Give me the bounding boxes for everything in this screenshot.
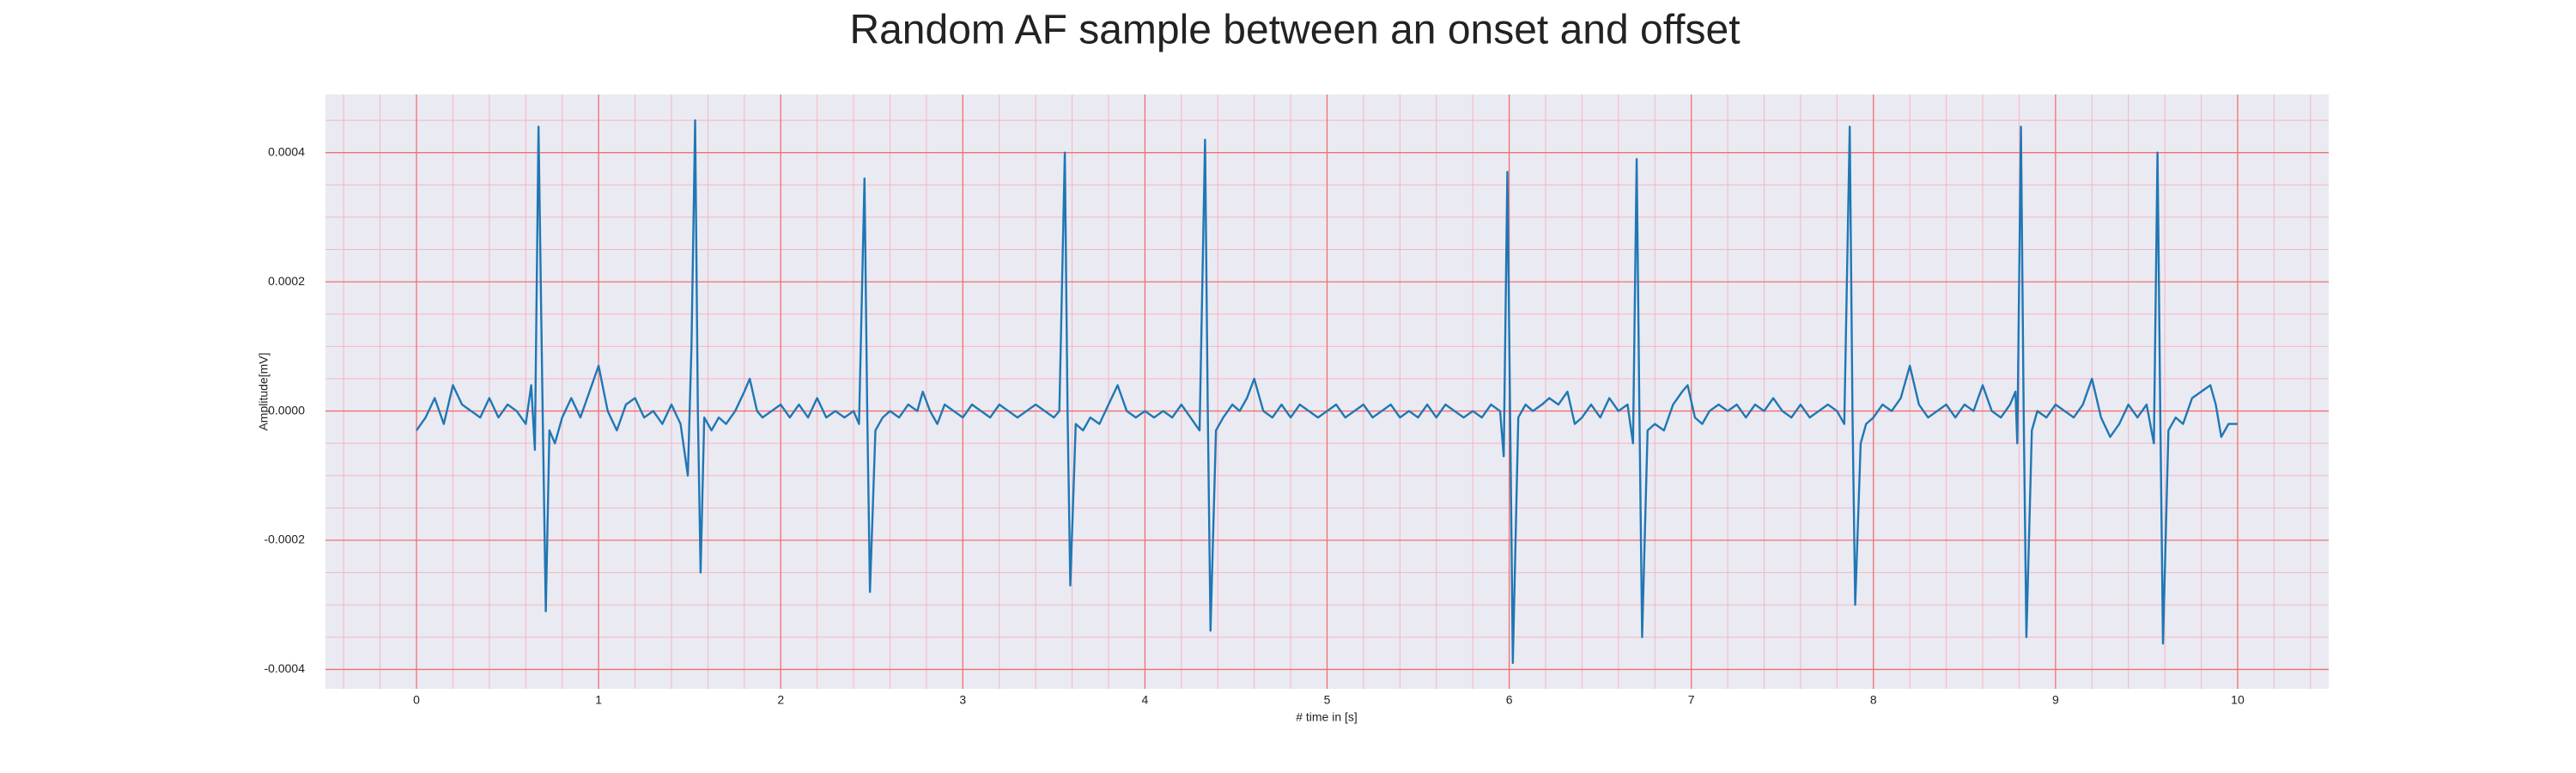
y-tick-label: -0.0002 <box>264 533 306 546</box>
x-tick-label: 1 <box>595 693 602 707</box>
y-tick-label: 0.0002 <box>268 274 305 288</box>
y-tick-label: -0.0004 <box>264 661 306 675</box>
y-tick-label: 0.0000 <box>268 403 305 417</box>
y-tick-label: 0.0004 <box>268 144 305 158</box>
y-axis-label: Amplitude[mV] <box>257 352 270 430</box>
x-tick-label: 10 <box>2231 693 2245 707</box>
x-axis-label: # time in [s] <box>1296 710 1358 724</box>
plot-area <box>416 119 2238 665</box>
x-tick-label: 6 <box>1506 693 1513 707</box>
chart-title: Random AF sample between an onset and of… <box>849 8 1740 53</box>
x-tick-label: 2 <box>777 693 784 707</box>
ecg-line <box>416 119 2238 665</box>
x-tick-label: 9 <box>2052 693 2059 707</box>
x-tick-label: 7 <box>1688 693 1695 707</box>
x-tick-label: 3 <box>959 693 966 707</box>
x-tick-label: 0 <box>413 693 420 707</box>
x-tick-label: 8 <box>1870 693 1877 707</box>
x-tick-label: 4 <box>1142 693 1149 707</box>
x-tick-label: 5 <box>1324 693 1331 707</box>
